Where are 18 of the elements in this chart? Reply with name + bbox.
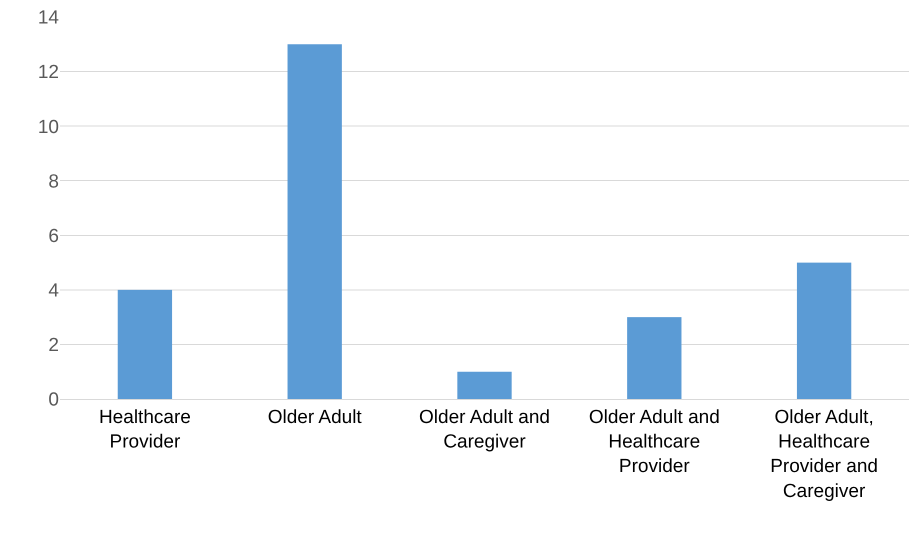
x-tick-label: Older Adult, Healthcare Provider and Caregiver bbox=[770, 406, 878, 502]
y-tick-label: 10 bbox=[38, 116, 59, 138]
bar bbox=[796, 262, 852, 399]
y-tick-label: 0 bbox=[48, 390, 59, 411]
y-tick-label: 14 bbox=[38, 8, 60, 29]
x-tick-label: Older Adult and Caregiver bbox=[419, 406, 550, 452]
bar bbox=[457, 372, 512, 399]
bar bbox=[288, 44, 342, 399]
y-tick-label: 4 bbox=[48, 280, 60, 302]
bar bbox=[627, 317, 682, 399]
bar bbox=[118, 290, 172, 399]
x-tick-label: Older Adult and Healthcare Provider bbox=[588, 406, 720, 478]
y-tick-label: 12 bbox=[38, 62, 59, 84]
x-tick-label: Older Adult bbox=[268, 406, 362, 428]
x-tick-label: Healthcare Provider bbox=[98, 406, 191, 452]
y-tick-label: 6 bbox=[48, 226, 59, 247]
y-tick-label: 2 bbox=[48, 335, 59, 356]
y-tick-label: 8 bbox=[48, 171, 59, 192]
